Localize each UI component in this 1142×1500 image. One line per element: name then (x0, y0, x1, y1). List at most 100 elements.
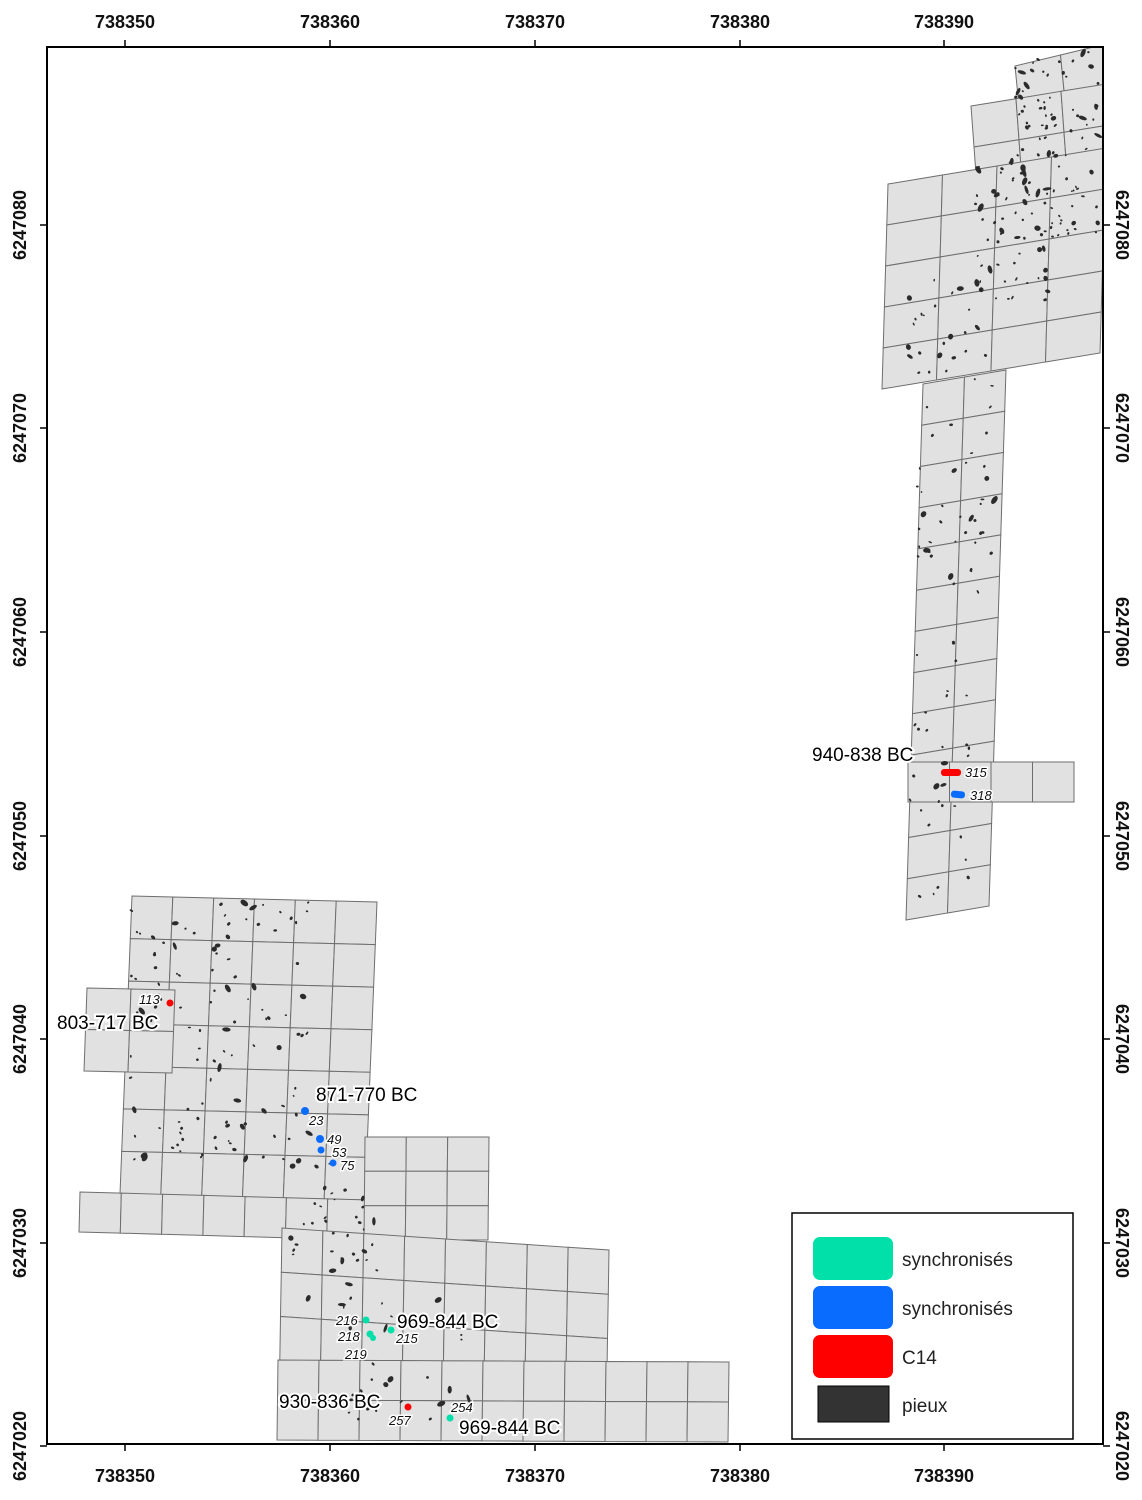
pile-marker (305, 910, 309, 913)
pile-marker (1029, 68, 1035, 73)
pile-marker (1018, 113, 1021, 116)
grid-block-ne-strip (905, 369, 1007, 921)
pile-marker (1043, 136, 1047, 140)
legend-swatch-sync-green (813, 1237, 893, 1280)
pile-marker (1060, 219, 1063, 222)
sync-sample-219[interactable] (370, 1335, 376, 1341)
grid-cell (563, 1400, 607, 1443)
legend-label: synchronisés (902, 1299, 1013, 1320)
pile-marker (1051, 222, 1054, 225)
sync-sample-254[interactable] (446, 1414, 454, 1422)
pile-marker (217, 1063, 222, 1073)
pile-marker (129, 909, 134, 912)
pile-marker (999, 171, 1003, 174)
pile-marker (1041, 245, 1046, 252)
pile-marker (295, 1158, 302, 1164)
pile-marker (153, 966, 158, 970)
pile-marker (914, 317, 917, 321)
grid-block-sw-bottom (276, 1359, 730, 1443)
pile-marker (186, 1107, 190, 1111)
pile-marker (276, 1045, 282, 1051)
sync-sample-23[interactable] (301, 1107, 309, 1115)
grid-cell (913, 623, 958, 674)
grid-cell (446, 1170, 490, 1207)
pile-marker (348, 1325, 352, 1331)
grid-cell (1060, 83, 1103, 133)
pile-marker (157, 982, 160, 986)
pile-marker (1023, 177, 1027, 181)
grid-cell (78, 1191, 122, 1234)
pile-marker (959, 835, 963, 839)
pile-marker (915, 654, 919, 656)
pile-marker (239, 1123, 245, 1130)
grid-cell (202, 1194, 246, 1238)
legend-label: pieux (902, 1396, 948, 1417)
pile-marker (129, 1054, 132, 1058)
pile-marker (252, 1044, 256, 1047)
pile-marker (988, 265, 992, 270)
pile-marker (138, 1007, 145, 1015)
pile-marker (941, 745, 944, 749)
pile-marker (351, 1252, 356, 1256)
pile-marker (213, 1135, 217, 1140)
pile-marker (1022, 182, 1025, 186)
c14-sample-315[interactable] (941, 769, 961, 776)
grid-cell (1032, 761, 1075, 803)
grid-cell (1015, 90, 1065, 141)
sync-sample-75[interactable] (329, 1159, 337, 1167)
sync-sample-49[interactable] (316, 1135, 324, 1143)
pile-marker (261, 1155, 265, 1159)
pile-marker (1013, 261, 1016, 265)
pile-marker (994, 297, 998, 300)
pile-marker (1007, 297, 1010, 300)
grid-cell (481, 1360, 525, 1402)
pile-marker (1000, 167, 1004, 171)
pile-marker (227, 922, 231, 926)
pile-marker (1039, 233, 1044, 237)
pile-marker (1023, 105, 1026, 108)
pile-marker (130, 974, 133, 978)
grid-block-ne-main (881, 147, 1103, 390)
grid-cell (328, 1028, 373, 1073)
pile-marker (333, 1198, 336, 1201)
pile-marker (912, 322, 915, 326)
sync-sample-216[interactable] (362, 1316, 370, 1324)
pile-marker (296, 1032, 301, 1036)
sync-sample-53[interactable] (317, 1146, 325, 1154)
pile-marker (1058, 214, 1061, 218)
pile-marker (1057, 165, 1061, 168)
pile-marker (1024, 125, 1029, 130)
pile-marker (134, 977, 138, 980)
pile-marker (305, 1294, 311, 1302)
pile-marker (1020, 109, 1024, 113)
pile-marker (375, 1409, 378, 1412)
pile-marker (1017, 70, 1027, 75)
pile-marker (192, 931, 196, 935)
grid-cell (444, 1238, 487, 1287)
pile-marker (1043, 106, 1046, 110)
pile-marker (1065, 75, 1068, 78)
pile-markers (128, 48, 1103, 1421)
pile-marker (222, 1050, 226, 1053)
date-label-969-844-a: 969-844 BC (397, 1312, 498, 1333)
pile-marker (968, 308, 971, 311)
grid-cell (243, 1111, 288, 1156)
pile-marker (294, 1243, 299, 1246)
pile-marker (1043, 201, 1047, 205)
pile-marker (225, 1120, 228, 1124)
pile-marker (917, 894, 922, 898)
pile-marker (360, 1195, 365, 1202)
pile-marker (434, 1297, 442, 1303)
pile-marker (213, 989, 216, 992)
pile-marker (917, 727, 920, 731)
c14-sample-113[interactable] (166, 999, 174, 1007)
pile-marker (996, 263, 1000, 266)
sync-sample-215[interactable] (387, 1326, 395, 1334)
sync-sample-318[interactable] (950, 790, 966, 799)
pile-marker (197, 1047, 201, 1050)
pile-marker (970, 452, 974, 455)
pile-marker (1015, 87, 1021, 96)
c14-sample-257[interactable] (404, 1403, 412, 1411)
pile-marker (1011, 177, 1015, 180)
pile-marker (1043, 298, 1047, 302)
